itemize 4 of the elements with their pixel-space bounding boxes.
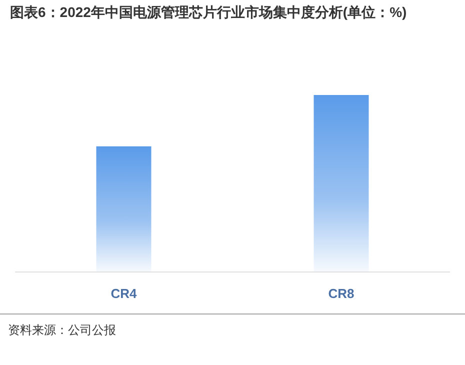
text: 资料来源：公司公报 (8, 323, 116, 337)
x-tick-label: CR4 (110, 286, 138, 301)
chart-title: 图表6：2022年中国电源管理芯片行业市场集中度分析(单位：%) (10, 3, 408, 22)
x-tick-label: CR8 (328, 286, 354, 301)
